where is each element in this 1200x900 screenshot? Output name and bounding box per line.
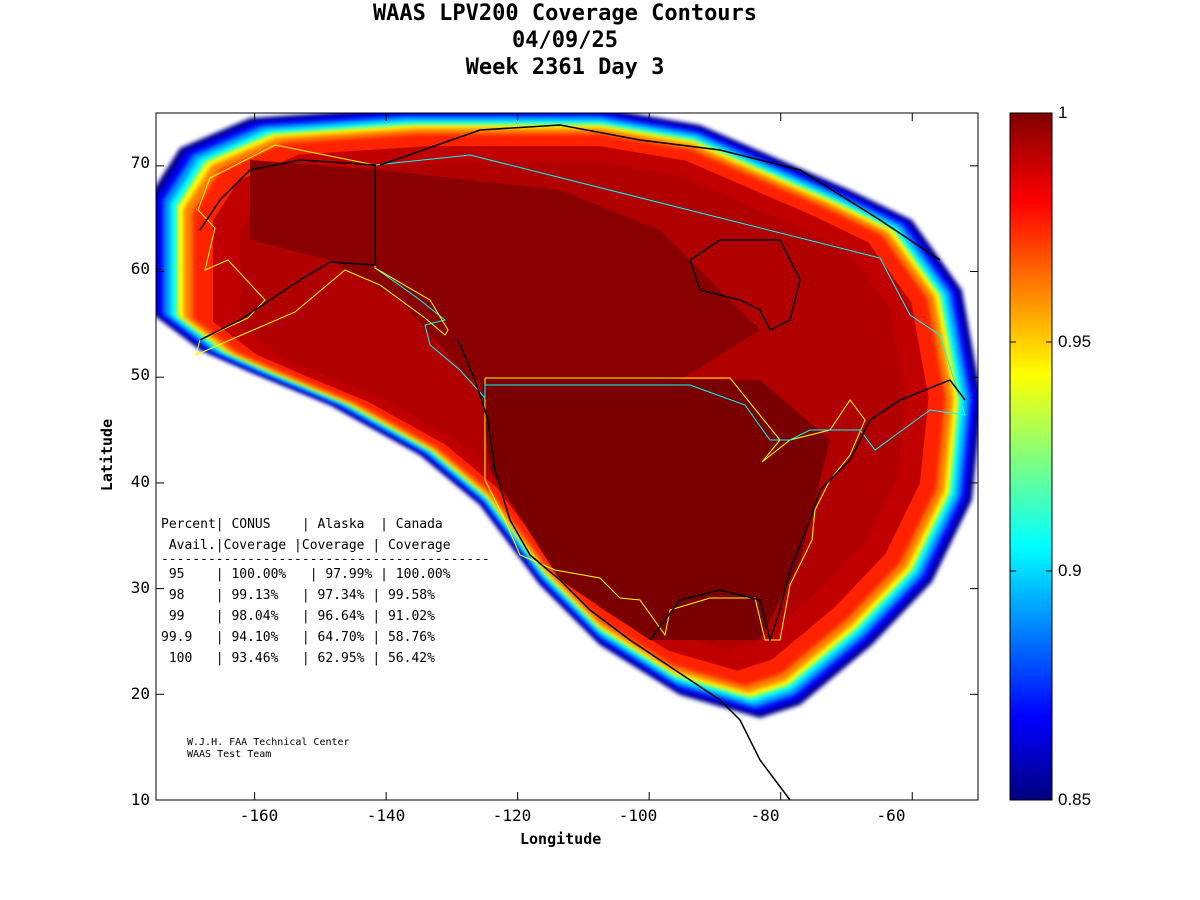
plot-frame xyxy=(155,112,979,801)
title-line-3: Week 2361 Day 3 xyxy=(465,55,665,80)
table-row: 100 | 93.46% | 62.95% | 56.42% xyxy=(161,651,435,666)
region-boundaries xyxy=(195,144,966,641)
y-tick-label: 10 xyxy=(130,790,150,809)
coverage-table: Percent| CONUS | Alaska | Canada Avail.|… xyxy=(161,514,490,669)
credit-line-1: W.J.H. FAA Technical Center xyxy=(187,737,350,748)
title-line-1: WAAS LPV200 Coverage Contours xyxy=(372,1,758,26)
colorbar-tick-label: 0.9 xyxy=(1058,561,1082,580)
x-tick-label: -120 xyxy=(492,806,532,825)
title-line-2: 04/09/25 xyxy=(512,28,618,53)
chart-title: WAAS LPV200 Coverage Contours 04/09/25 W… xyxy=(0,0,1130,81)
x-tick-label: -100 xyxy=(618,806,658,825)
y-tick-label: 70 xyxy=(130,153,150,172)
x-tick-label: -60 xyxy=(876,806,906,825)
x-tick-label: -160 xyxy=(239,806,279,825)
canada-boundary xyxy=(374,154,966,451)
alaska-boundary xyxy=(195,144,449,356)
gulf-east-coast xyxy=(649,379,966,643)
x-tick-label: -80 xyxy=(750,806,780,825)
y-tick-label: 30 xyxy=(130,578,150,597)
arctic-coast xyxy=(379,124,941,261)
table-row: 99.9 | 94.10% | 64.70% | 58.76% xyxy=(161,630,435,645)
table-separator: ----------------------------------------… xyxy=(161,556,490,564)
west-coast xyxy=(457,339,791,800)
axis-ticks xyxy=(156,113,978,801)
conus-boundary xyxy=(484,377,866,641)
x-axis-label: Longitude xyxy=(520,830,602,848)
y-tick-label: 40 xyxy=(130,472,150,491)
coastlines xyxy=(199,124,966,800)
y-tick-label: 60 xyxy=(130,259,150,278)
contour-level xyxy=(250,160,760,380)
table-header: Percent| CONUS | Alaska | Canada xyxy=(161,517,443,532)
x-tick-label: -140 xyxy=(366,806,406,825)
colorbar-tick-label: 0.95 xyxy=(1058,332,1092,351)
colorbar xyxy=(1009,112,1053,801)
colorbar-tick-label: 0.85 xyxy=(1058,790,1092,809)
y-tick-label: 20 xyxy=(130,684,150,703)
table-row: 99 | 98.04% | 96.64% | 91.02% xyxy=(161,609,435,624)
table-row: 95 | 100.00% | 97.99% | 100.00% xyxy=(161,567,451,582)
credit-text: W.J.H. FAA Technical Center WAAS Test Tea… xyxy=(187,737,350,761)
table-header: Avail.|Coverage |Coverage | Coverage xyxy=(161,538,451,553)
y-axis-label: Latitude xyxy=(98,418,116,492)
colorbar-tick-label: 1 xyxy=(1058,103,1068,122)
credit-line-2: WAAS Test Team xyxy=(187,749,272,760)
contour-level xyxy=(480,380,830,640)
table-row: 98 | 99.13% | 97.34% | 99.58% xyxy=(161,588,435,603)
y-tick-label: 50 xyxy=(130,365,150,384)
hudson-bay xyxy=(689,239,801,332)
alaska-coast xyxy=(199,159,376,341)
